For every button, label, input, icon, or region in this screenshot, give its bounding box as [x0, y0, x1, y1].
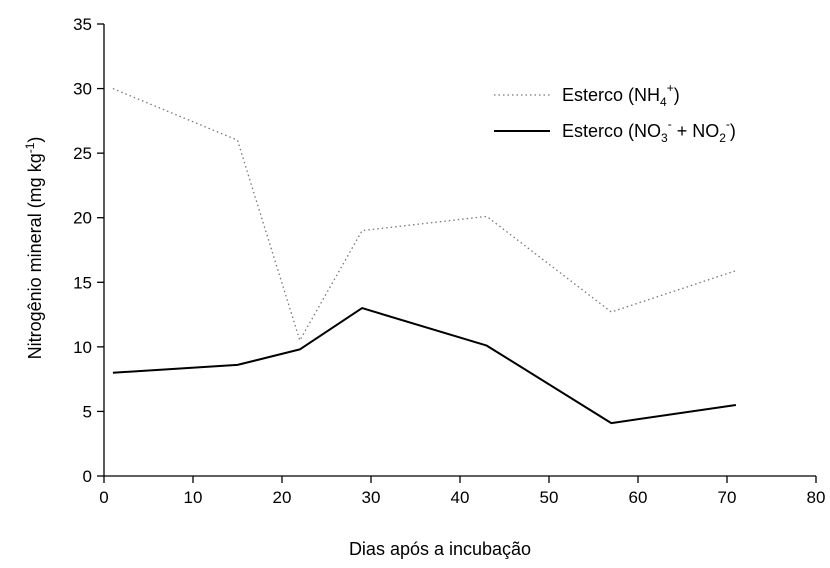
legend: Esterco (NH4+) Esterco (NO3- + NO2-)	[494, 81, 736, 145]
y-tick-label: 10	[73, 338, 92, 357]
y-tick-label: 30	[73, 80, 92, 99]
x-tick-label: 40	[451, 488, 470, 507]
legend-no3-p1: Esterco (NO	[562, 121, 661, 141]
series-layer	[112, 87, 737, 425]
y-tick-label: 20	[73, 209, 92, 228]
legend-label-nh4: Esterco (NH4+)	[562, 81, 680, 109]
legend-no3-sup1: -	[668, 117, 672, 131]
y-tick-label: 0	[83, 467, 92, 486]
legend-nh4-end: )	[674, 85, 680, 105]
y-axis-ticks: 0 5 10 15 20 25 30 35	[73, 15, 104, 486]
y-tick-label: 5	[83, 402, 92, 421]
x-axis-ticks: 0 10 20 30 40 50 60 70 80	[99, 476, 825, 507]
legend-no3-sub2: 2	[719, 131, 726, 145]
y-tick-label: 15	[73, 273, 92, 292]
y-tick-label: 25	[73, 144, 92, 163]
x-tick-label: 0	[99, 488, 108, 507]
legend-no3-sub1: 3	[661, 131, 668, 145]
y-tick-label: 35	[73, 15, 92, 34]
legend-label-no3-no2: Esterco (NO3- + NO2-)	[562, 117, 736, 145]
x-tick-label: 70	[718, 488, 737, 507]
legend-no3-p2: + NO	[672, 121, 720, 141]
x-axis-title: Dias após a incubação	[349, 539, 531, 559]
y-axis-title: Nitrogênio mineral (mg kg-1)	[23, 137, 45, 360]
x-tick-label: 60	[629, 488, 648, 507]
legend-no3-end: )	[730, 121, 736, 141]
y-axis-title-main: Nitrogênio mineral (mg kg	[25, 153, 45, 359]
legend-nh4-sub: 4	[660, 95, 667, 109]
x-tick-label: 80	[807, 488, 826, 507]
x-tick-label: 10	[184, 488, 203, 507]
y-axis-title-sup: -1	[23, 142, 37, 153]
plot-area: 0 10 20 30 40 50 60 70 80 0 5 10 15 20 25 30 35	[73, 15, 825, 507]
legend-no3-sup2: -	[726, 117, 730, 131]
x-tick-label: 30	[362, 488, 381, 507]
legend-nh4-sup: +	[667, 81, 674, 95]
series-line-no3-no2	[112, 307, 737, 425]
y-axis-title-end: )	[25, 137, 45, 143]
x-tick-label: 50	[540, 488, 559, 507]
x-tick-label: 20	[273, 488, 292, 507]
legend-nh4-main: Esterco (NH	[562, 85, 660, 105]
